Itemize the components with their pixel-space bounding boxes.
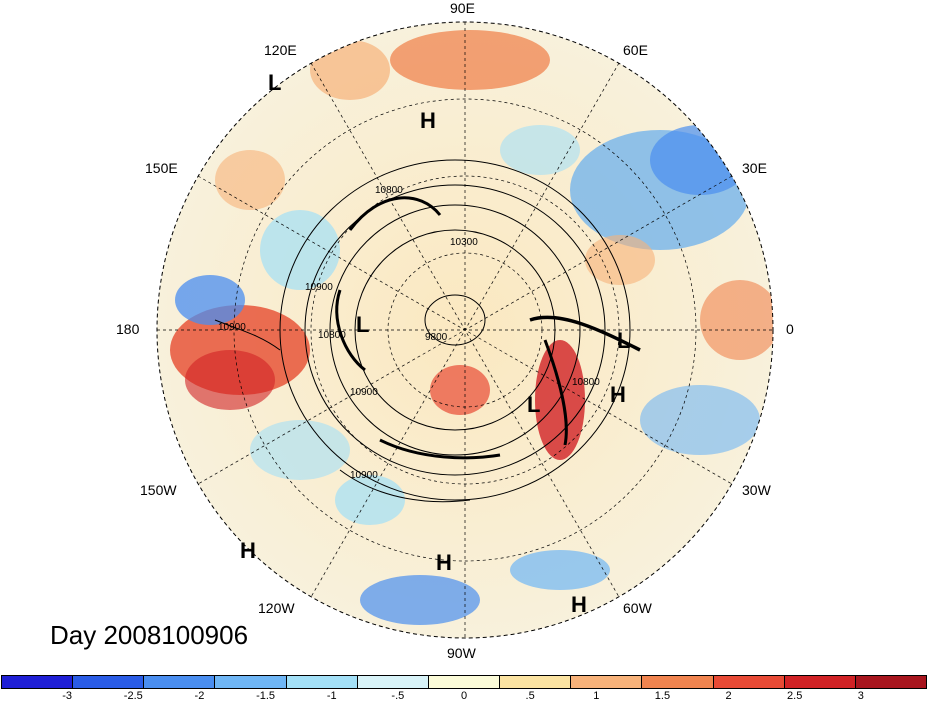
colorbar-segment	[215, 676, 287, 688]
contour-label: 10800	[572, 377, 600, 388]
low-center-marker: L	[268, 70, 281, 95]
colorbar-tick-label: .5	[525, 690, 535, 702]
colorbar-tick-label: -2	[194, 690, 205, 702]
high-center-marker: H	[240, 538, 256, 563]
colorbar-segment	[428, 676, 501, 688]
lon-label-30e: 30E	[742, 160, 767, 176]
contour-label: 10900	[350, 470, 378, 481]
lon-label-120w: 120W	[258, 600, 295, 616]
high-center-marker: H	[436, 550, 452, 575]
lon-label-60w: 60W	[623, 600, 652, 616]
colorbar-tick-label: -.5	[391, 690, 405, 702]
graticule	[157, 22, 773, 638]
contour-label: 10800	[375, 185, 403, 196]
contour-label: 9800	[425, 332, 448, 343]
lon-label-150w: 150W	[140, 482, 177, 498]
colorbar-tick-label: 1	[593, 690, 600, 702]
colorbar-tick-label: -1.5	[256, 690, 276, 702]
high-center-marker: H	[420, 108, 436, 133]
colorbar-tick-label: 1.5	[654, 690, 671, 702]
date-title: Day 2008100906	[50, 620, 249, 650]
contour-label: 10800	[318, 330, 346, 341]
colorbar-segment	[144, 676, 216, 688]
colorbar-tick-label: 2.5	[787, 690, 803, 702]
contour-label: 10300	[450, 237, 478, 248]
colorbar-segment	[500, 676, 572, 688]
colorbar-segment	[713, 676, 785, 688]
lon-label-90w: 90W	[447, 645, 476, 661]
contour-label: 10900	[218, 322, 246, 333]
colorbar-tick-label: 2	[725, 690, 732, 702]
colorbar-tick-label: -1	[326, 690, 337, 702]
lon-label-60e: 60E	[623, 42, 648, 58]
low-center-marker: L	[527, 392, 540, 417]
contour-labels: 10800 10300 10900 10900 10900 10800 9800…	[218, 185, 600, 481]
colorbar-tick-label: 3	[857, 690, 864, 702]
colorbar-tick-label: 0	[460, 690, 468, 702]
colorbar-segment	[855, 676, 927, 688]
colorbar-segment	[73, 676, 145, 688]
colorbar-segment	[286, 676, 358, 688]
colorbar	[1, 675, 927, 689]
lon-label-150e: 150E	[145, 160, 178, 176]
colorbar-segment	[571, 676, 643, 688]
lon-label-90e: 90E	[450, 0, 475, 16]
colorbar-segment	[2, 676, 74, 688]
colorbar-tick-label: -2.5	[123, 690, 143, 702]
contour-label: 10900	[305, 282, 333, 293]
high-center-marker: H	[571, 592, 587, 617]
map-boundary	[156, 21, 774, 639]
lon-label-30w: 30W	[742, 482, 771, 498]
lon-label-0: 0	[786, 321, 794, 337]
polar-map: 10800 10300 10900 10900 10900 10800 9800…	[156, 21, 774, 639]
high-center-marker: H	[610, 382, 626, 407]
low-center-marker: L	[617, 328, 630, 353]
colorbar-segment	[357, 676, 429, 688]
colorbar-segment	[784, 676, 856, 688]
lon-label-180: 180	[116, 321, 140, 337]
colorbar-tick-label: -3	[62, 690, 73, 702]
low-center-marker: L	[356, 312, 369, 337]
pressure-centers: L H L L L H H H H	[240, 70, 630, 617]
colorbar-segment	[642, 676, 714, 688]
lon-label-120e: 120E	[264, 42, 297, 58]
contour-label: 10900	[350, 387, 378, 398]
